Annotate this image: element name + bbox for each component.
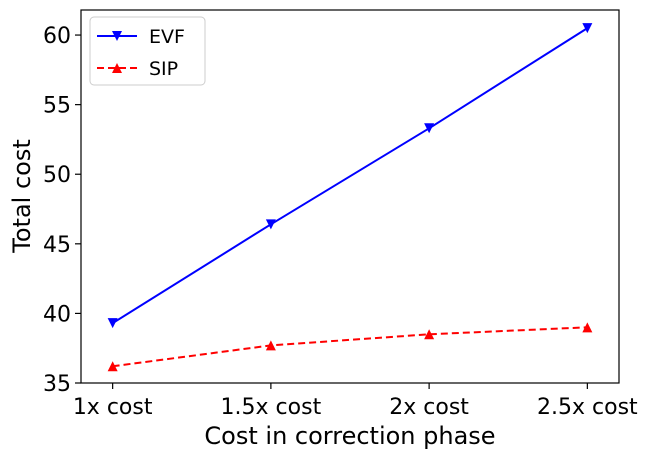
axis-layer: 1x cost 1.5x cost 2x cost 2.5x cost 35 40 45 50… [43,24,638,420]
x-tick-label: 1.5x cost [221,395,322,420]
legend-marker-evf [112,31,122,41]
plot-frame [80,9,620,384]
y-tick-label: 45 [43,233,71,258]
data-point-evf [424,123,435,134]
y-tick-label: 50 [43,163,71,188]
x-tick-label: 2x cost [389,395,469,420]
data-point-sip [265,340,276,351]
y-tick-label: 40 [43,302,71,327]
data-point-evf [265,219,276,230]
y-tick-label: 55 [43,94,71,119]
x-axis-label: Cost in correction phase [204,422,495,450]
x-tick-label: 2.5x cost [537,395,638,420]
series-layer [107,23,593,372]
legend-label-evf: EVF [149,26,185,48]
y-tick-label: 35 [43,372,71,397]
legend-box [89,16,206,86]
data-point-evf [582,23,593,34]
series-line-sip [112,326,588,368]
x-tick-label: 1x cost [73,395,153,420]
data-point-sip [582,322,593,333]
data-point-sip [424,329,435,340]
data-point-evf [107,318,118,329]
legend-label-sip: SIP [149,58,178,80]
data-point-sip [107,361,118,372]
series-line-evf [112,27,588,325]
y-tick-label: 60 [43,24,71,49]
legend-marker-sip [112,63,122,73]
y-axis-label: Total cost [8,139,36,253]
legend: EVF SIP [89,16,206,86]
